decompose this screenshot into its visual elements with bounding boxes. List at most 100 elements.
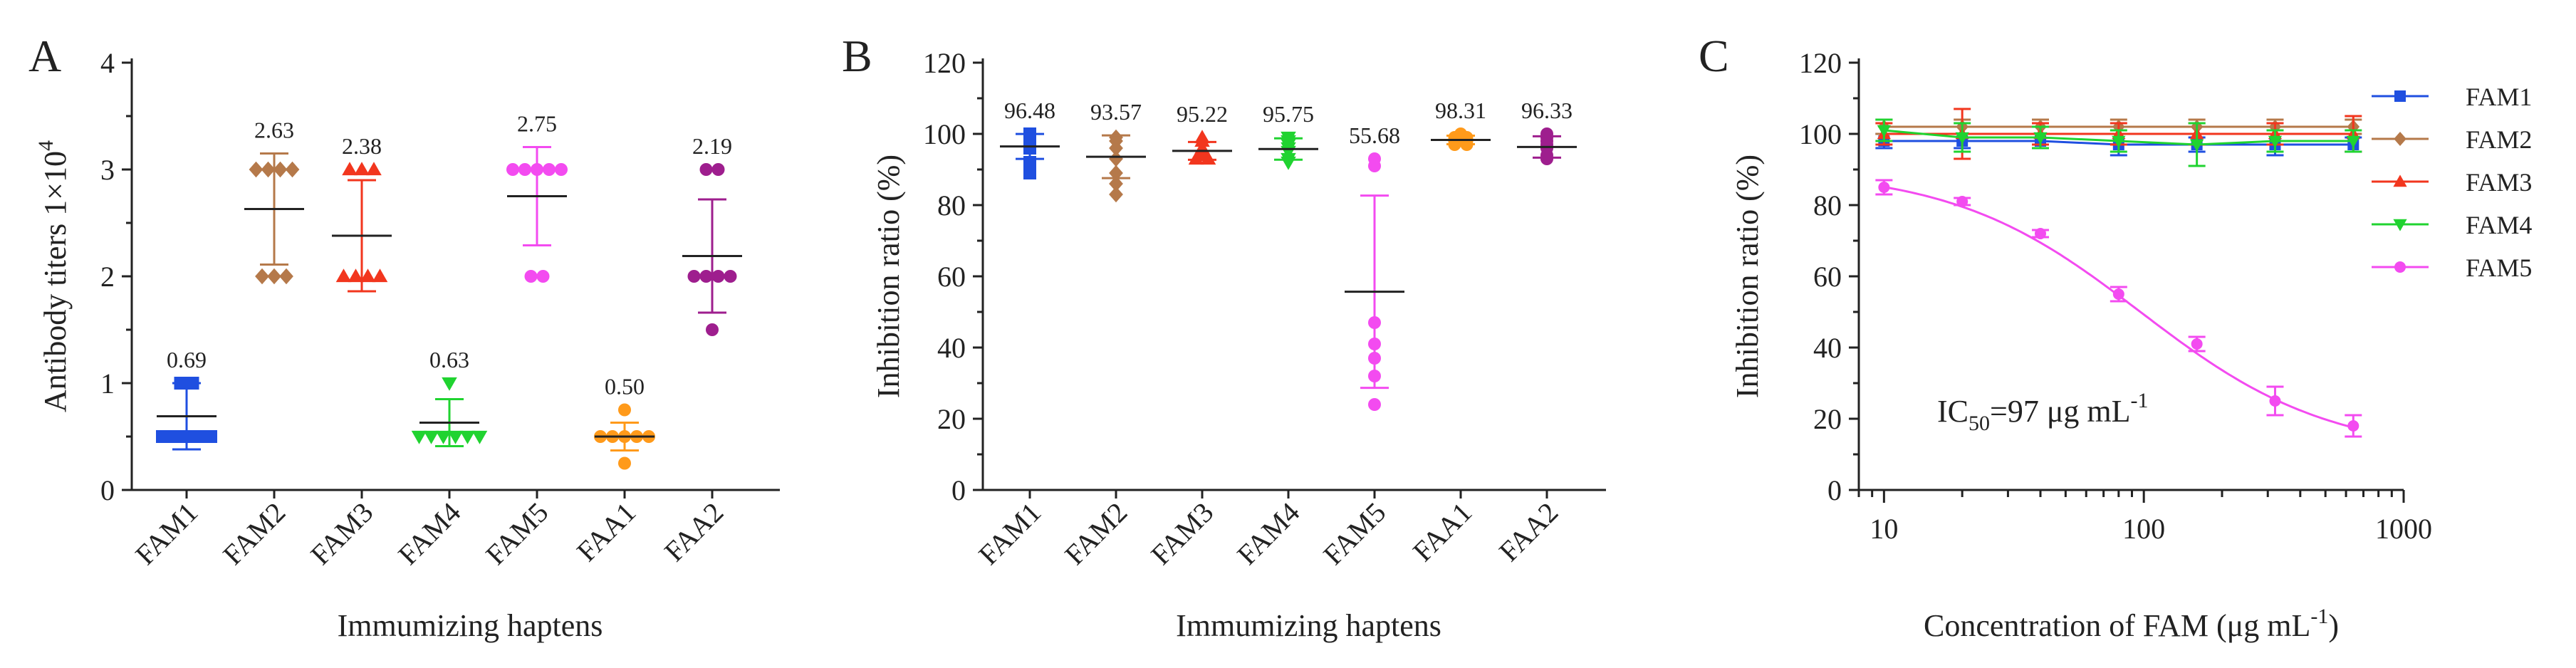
mean-label-faa2: 2.19 xyxy=(692,133,732,159)
x-tick-label-fam2: FAM2 xyxy=(1058,496,1133,571)
mean-label-faa1: 98.31 xyxy=(1435,98,1486,123)
mean-label-fam4: 95.75 xyxy=(1263,101,1314,127)
data-point xyxy=(2269,395,2281,407)
x-tick-label-fam4: FAM4 xyxy=(1231,496,1305,571)
y-tick-label: 40 xyxy=(1813,332,1842,364)
series-line xyxy=(1884,186,2354,429)
data-point xyxy=(2190,139,2204,152)
data-point xyxy=(536,270,550,283)
data-point xyxy=(1368,398,1381,411)
ic50-main: IC xyxy=(1937,394,1968,429)
data-point xyxy=(2035,228,2046,239)
x-tick-label-faa1: FAA1 xyxy=(1407,496,1478,568)
y-tick-label: 80 xyxy=(1813,189,1842,221)
y-tick-label: 1 xyxy=(100,367,115,400)
legend-label-fam2: FAM2 xyxy=(2466,125,2532,154)
y-tick-label: 100 xyxy=(1799,118,1842,150)
data-point xyxy=(255,268,269,285)
data-point xyxy=(524,270,538,283)
y-axis-title: Antibody titers 1×104 xyxy=(34,140,73,412)
data-point xyxy=(711,270,725,283)
legend-marker xyxy=(2393,219,2407,231)
legend-label-fam1: FAM1 xyxy=(2466,83,2532,111)
x-tick-label: 100 xyxy=(2122,513,2165,545)
data-point xyxy=(618,456,631,470)
legend-label-fam3: FAM3 xyxy=(2466,168,2532,197)
y-tick-label: 0 xyxy=(100,474,115,506)
data-point xyxy=(2191,338,2203,350)
data-point xyxy=(366,162,382,176)
data-point xyxy=(687,270,701,283)
y-axis-title: Inhibition ratio (%) xyxy=(871,155,906,398)
mean-label-faa2: 96.33 xyxy=(1521,98,1573,123)
x-tick-label-fam4: FAM4 xyxy=(392,496,466,571)
series-fam5 xyxy=(1875,179,2362,438)
x-tick-label-fam5: FAM5 xyxy=(1317,496,1392,571)
mean-label-fam1: 96.48 xyxy=(1004,98,1055,123)
mean-label-fam5: 55.68 xyxy=(1349,122,1400,148)
y-tick-label: 60 xyxy=(937,261,966,293)
x-tick-label: 1000 xyxy=(2375,513,2432,545)
x-tick-label-fam3: FAM3 xyxy=(1144,496,1219,571)
legend-marker xyxy=(2394,261,2406,273)
data-point xyxy=(711,163,725,176)
panel-letter-b: B xyxy=(842,31,872,81)
data-point xyxy=(1109,186,1123,203)
legend-label-fam5: FAM5 xyxy=(2466,254,2532,282)
data-point xyxy=(471,430,488,444)
y-tick-label: 120 xyxy=(923,47,966,79)
x-axis-title: Immumizing haptens xyxy=(1176,608,1441,643)
legend-label-fam4: FAM4 xyxy=(2466,211,2532,239)
data-point xyxy=(2033,132,2048,145)
y-tick-label: 3 xyxy=(100,154,115,186)
legend-marker xyxy=(2393,174,2407,187)
data-point xyxy=(1188,151,1204,165)
data-point xyxy=(1877,125,1891,137)
data-point xyxy=(261,161,276,178)
data-point xyxy=(2346,135,2360,148)
data-point xyxy=(555,163,568,176)
panel-letter-c: C xyxy=(1699,31,1729,81)
y-tick-label: 4 xyxy=(100,47,115,79)
x-tick-label-fam1: FAM1 xyxy=(129,496,204,571)
data-point xyxy=(1200,151,1216,165)
y-axis-title-exponent: 4 xyxy=(34,140,58,151)
data-point xyxy=(1023,167,1036,179)
ic50-value: =97 μg mL xyxy=(1990,394,2131,429)
data-point xyxy=(2347,420,2359,432)
y-tick-label: 20 xyxy=(937,403,966,435)
data-point xyxy=(335,268,352,283)
x-tick-label-faa2: FAA2 xyxy=(1493,496,1564,568)
ic50-subscript: 50 xyxy=(1968,412,1990,435)
x-tick-label-faa1: FAA1 xyxy=(570,496,642,568)
data-point xyxy=(1878,182,1890,193)
data-point xyxy=(506,163,519,176)
legend-marker xyxy=(2394,90,2406,102)
data-point xyxy=(699,270,713,283)
data-point xyxy=(447,430,464,444)
data-point xyxy=(273,161,288,178)
data-point xyxy=(706,323,719,336)
data-point xyxy=(1540,152,1553,165)
data-point xyxy=(168,430,181,443)
data-point xyxy=(354,162,370,176)
legend: FAM1 FAM2 FAM3 FAM4 FAM5 xyxy=(2372,83,2532,282)
data-point xyxy=(348,268,364,283)
mean-label-fam5: 2.75 xyxy=(517,111,557,137)
mean-label-fam3: 95.22 xyxy=(1177,101,1228,127)
data-point xyxy=(1368,160,1381,172)
mean-label-faa1: 0.50 xyxy=(605,374,645,400)
x-tick-label: 10 xyxy=(1870,513,1898,545)
y-tick-label: 2 xyxy=(100,261,115,293)
x-tick-label-faa2: FAA2 xyxy=(658,496,729,568)
data-point xyxy=(285,161,300,178)
x-axis-title-main: Concentration of FAM (μg mL xyxy=(1924,608,2310,643)
x-axis-title-close: ) xyxy=(2328,608,2339,643)
data-point xyxy=(342,162,358,176)
data-point xyxy=(724,270,737,283)
data-point xyxy=(699,163,713,176)
data-point xyxy=(459,430,476,444)
mean-label-fam1: 0.69 xyxy=(167,347,207,372)
x-axis-title: Concentration of FAM (μg mL-1) xyxy=(1924,605,2339,643)
